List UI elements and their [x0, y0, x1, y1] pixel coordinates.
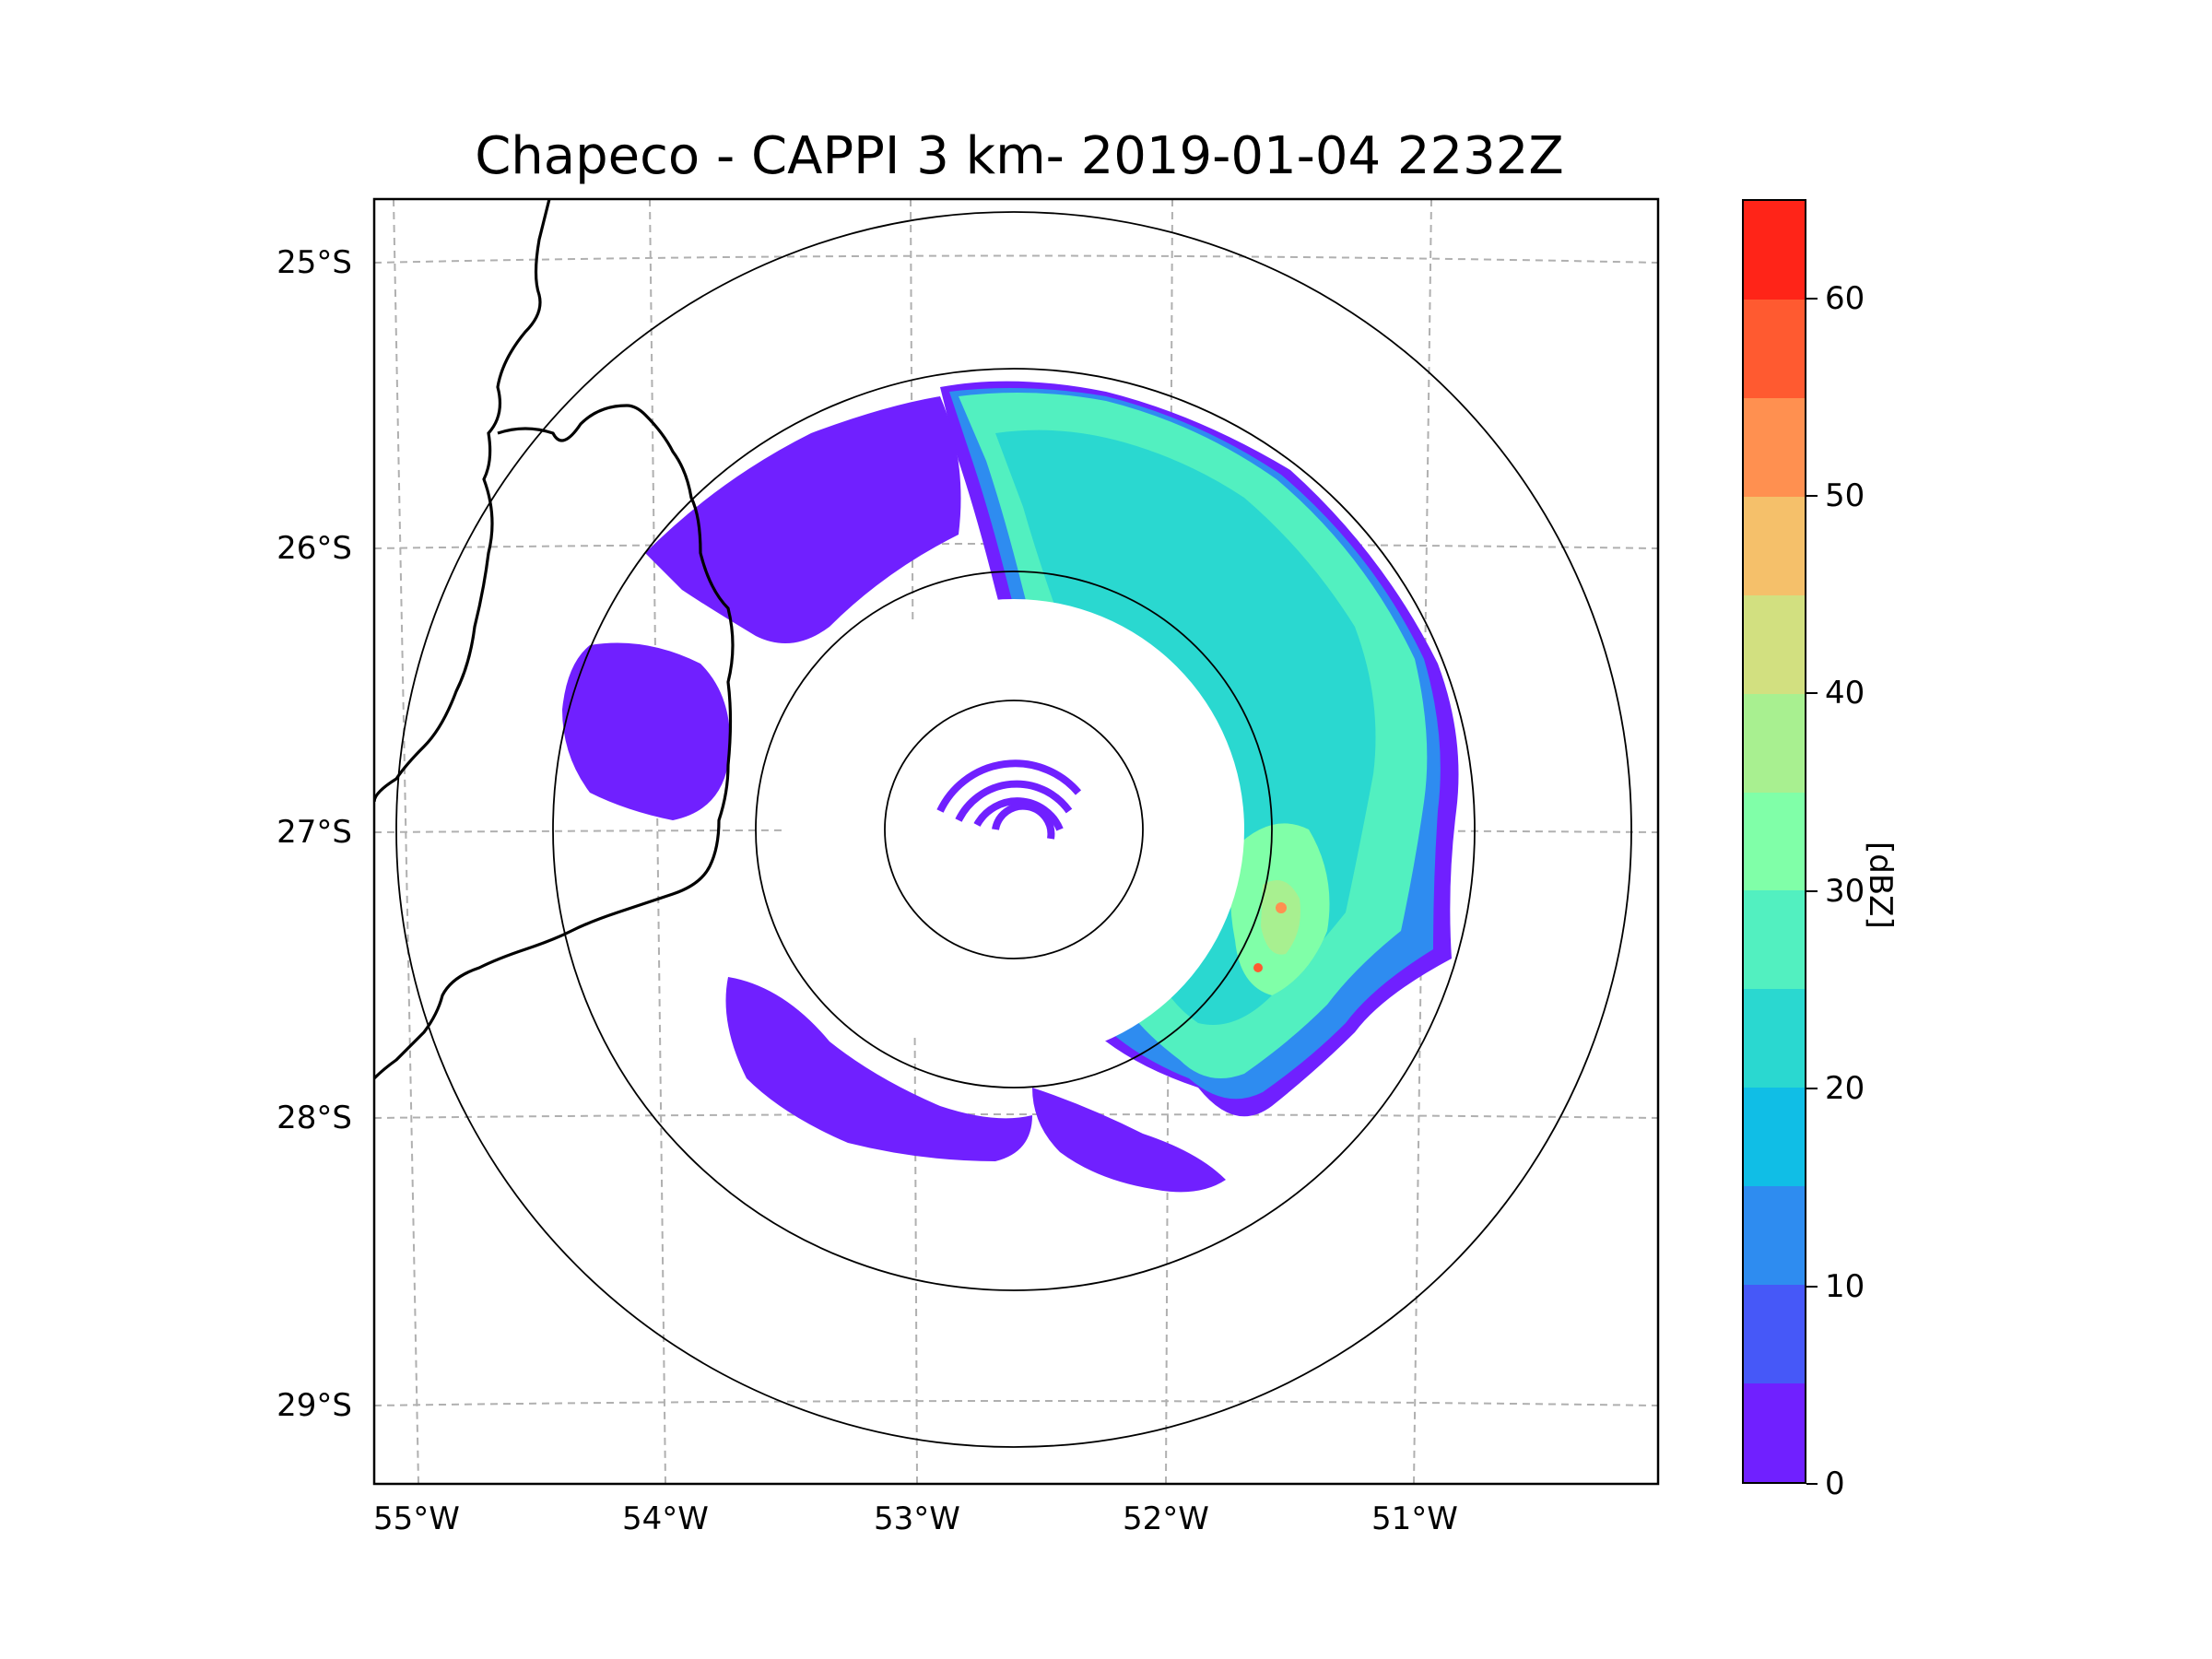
colorbar-segment — [1744, 201, 1805, 300]
colorbar-segment — [1744, 1382, 1805, 1482]
colorbar-segment — [1744, 692, 1805, 793]
inner-blank-zone — [783, 599, 1244, 1060]
echo-northwest-cluster — [645, 396, 961, 643]
map-title: Chapeco - CAPPI 3 km- 2019-01-04 2232Z — [475, 126, 1564, 186]
colorbar-segment — [1744, 889, 1805, 990]
colorbar — [1742, 199, 1806, 1484]
colorbar-title: [dBZ] — [1862, 841, 1899, 929]
lon-label-55w: 55°W — [373, 1500, 460, 1537]
colorbar-segment — [1744, 298, 1805, 398]
colorbar-tick — [1806, 1286, 1818, 1288]
colorbar-label-10: 10 — [1825, 1268, 1865, 1305]
lon-label-53w: 53°W — [874, 1500, 960, 1537]
colorbar-segment — [1744, 791, 1805, 891]
colorbar-segment — [1744, 594, 1805, 694]
lon-label-54w: 54°W — [622, 1500, 709, 1537]
borders — [374, 199, 735, 1080]
colorbar-tick — [1806, 692, 1818, 694]
lon-label-51w: 51°W — [1371, 1500, 1458, 1537]
echo-south-scatter — [1032, 1088, 1226, 1193]
lon-label-52w: 52°W — [1123, 1500, 1209, 1537]
map-frame — [372, 197, 1660, 1486]
colorbar-label-60: 60 — [1825, 280, 1865, 317]
colorbar-segment — [1744, 988, 1805, 1088]
echo-west-cluster — [562, 642, 730, 820]
echo-peak-2 — [1253, 963, 1263, 972]
colorbar-segment — [1744, 495, 1805, 595]
colorbar-segment — [1744, 396, 1805, 497]
colorbar-tick — [1806, 1483, 1818, 1485]
range-rings — [395, 211, 1632, 1448]
echo-core-inner — [1261, 880, 1300, 955]
colorbar-label-40: 40 — [1825, 675, 1865, 712]
colorbar-segment — [1744, 1087, 1805, 1187]
echo-peak-1 — [1276, 902, 1287, 913]
colorbar-label-0: 0 — [1825, 1465, 1845, 1502]
colorbar-segment — [1744, 1185, 1805, 1286]
lat-label-29s: 29°S — [276, 1387, 352, 1424]
colorbar-tick — [1806, 298, 1818, 300]
lat-label-28s: 28°S — [276, 1100, 352, 1136]
echo-southwest-cluster — [725, 977, 1032, 1161]
colorbar-label-50: 50 — [1825, 477, 1865, 514]
colorbar-tick — [1806, 890, 1818, 892]
lat-label-25s: 25°S — [276, 244, 352, 281]
colorbar-tick — [1806, 1088, 1818, 1089]
lat-label-27s: 27°S — [276, 814, 352, 851]
colorbar-label-30: 30 — [1825, 873, 1865, 910]
near-clutter-rings — [936, 759, 1082, 840]
colorbar-tick — [1806, 495, 1818, 497]
colorbar-segment — [1744, 1284, 1805, 1384]
colorbar-label-20: 20 — [1825, 1070, 1865, 1107]
lat-label-26s: 26°S — [276, 530, 352, 567]
